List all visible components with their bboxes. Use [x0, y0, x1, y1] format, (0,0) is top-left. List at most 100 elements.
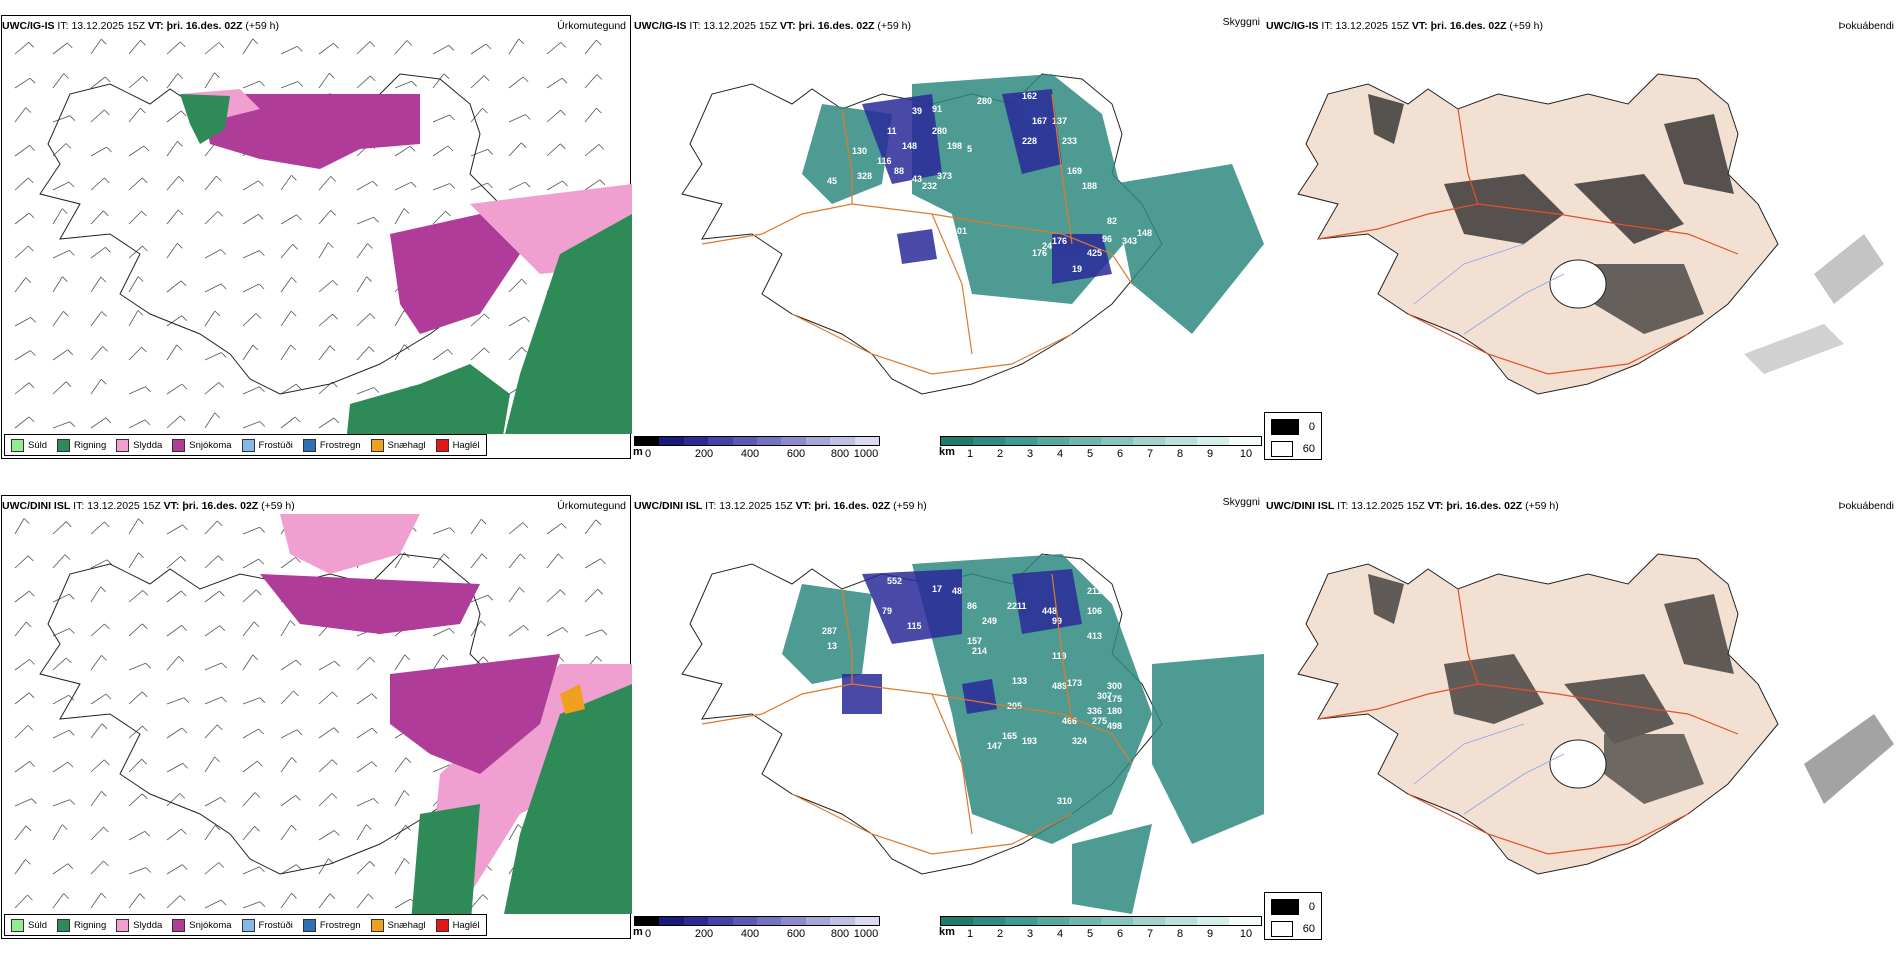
wind-barb [470, 553, 483, 569]
it-label: IT: [689, 20, 701, 32]
wind-barb [280, 557, 296, 569]
wind-barb [166, 864, 183, 875]
ceiling-value: 489 [1052, 681, 1067, 691]
swatch [435, 918, 449, 932]
legend-item: Frostregn [302, 918, 361, 932]
wind-barb-flag [558, 656, 565, 662]
wind-barb [52, 73, 65, 89]
wind-barb [14, 317, 31, 327]
wind-barb [394, 552, 405, 569]
wind-barb-flag [292, 244, 298, 250]
ceiling-value: 275 [1092, 716, 1107, 726]
wind-barb [280, 81, 298, 89]
tick-label: 0 [644, 928, 652, 940]
wind-barb [508, 553, 521, 569]
wind-barb [128, 691, 143, 705]
legend-item: Frostúði [241, 918, 293, 932]
wind-barb [242, 558, 259, 569]
wind-barb-flag [104, 177, 110, 184]
legend-item: Snæhagl [370, 438, 426, 452]
wind-barb-flag [101, 311, 107, 317]
ceiling-value: 19 [1072, 264, 1082, 274]
wind-barb [90, 109, 105, 123]
wind-barb [90, 759, 105, 773]
wind-barb-flag [482, 656, 489, 663]
wind-barb [166, 41, 181, 55]
wind-barb [356, 861, 371, 875]
wind-barb [14, 177, 29, 191]
wind-barb [394, 145, 411, 157]
wind-barb-flag [25, 107, 32, 113]
ceiling-value: 43 [912, 174, 922, 184]
wind-barb [204, 412, 216, 429]
ceiling-value: 307 [1097, 691, 1112, 701]
wind-barb-flag [561, 77, 568, 84]
wind-barb [14, 621, 27, 637]
wind-barb-flag [373, 798, 379, 804]
legend-item: Rigning [57, 918, 107, 932]
wind-barb-flag [63, 311, 69, 317]
wind-barb-flag [333, 727, 340, 733]
wind-barb-flag [25, 859, 31, 865]
wind-barb [584, 588, 598, 603]
wind-barb [14, 212, 30, 225]
wind-barb [356, 387, 374, 395]
wind-barb [318, 345, 331, 361]
wind-barb [470, 182, 488, 191]
wind-barb-flag [218, 862, 225, 868]
wind-barb-flag [217, 724, 223, 731]
wind-barb-flag [255, 313, 262, 319]
wind-barb [52, 421, 71, 429]
wind-barb-flag [373, 217, 379, 223]
wind-barb [280, 416, 296, 429]
ceiling-value: 48 [952, 586, 962, 596]
wind-barb-flag [296, 864, 302, 870]
wind-barb [128, 623, 143, 637]
wind-barb [280, 214, 297, 225]
visibility-panel-top: UWC/IG-IS IT: 13.12.2025 15Z VT: þri. 16… [632, 14, 1264, 479]
ceiling-value: 413 [1087, 631, 1102, 641]
ceiling-value: 300 [1107, 681, 1122, 691]
wind-barb-flag [62, 276, 68, 282]
wind-barb [356, 798, 374, 807]
ceiling-value: 82 [1107, 216, 1117, 226]
wind-barb-flag [140, 39, 146, 46]
ceiling-values: 39 91 280 11 280 148 198 5 162 167 137 228 233 130 116… [807, 91, 1152, 324]
wind-barb [470, 894, 484, 909]
wind-barb-flag [449, 527, 456, 533]
wind-barb-flag [293, 690, 299, 697]
wind-barb-flag [443, 553, 450, 560]
swatch [57, 918, 71, 932]
tick-label: 5 [1086, 928, 1094, 940]
wind-barb [128, 177, 143, 191]
fog-legend-bottom: 0 60 [1264, 892, 1322, 940]
wind-barb [52, 729, 70, 739]
wind-barb [508, 522, 524, 535]
legend-label: Rigning [74, 919, 107, 931]
ceiling-value: 105 [902, 216, 917, 226]
model-name: UWC/DINI ISL [634, 500, 703, 512]
wind-barb-flag [28, 245, 34, 252]
visibility-map: 500 552 17 48 86 2211 448 106 211 99 79 115 249 413 28… [681, 546, 1264, 914]
wind-barb-flag [217, 520, 223, 527]
legend-label: 60 [1302, 923, 1315, 935]
wind-barb [280, 620, 291, 637]
legend-item: Slydda [116, 918, 162, 932]
wind-barb-flag [69, 421, 76, 427]
wind-barb-flag [597, 588, 603, 595]
wind-barb [242, 792, 256, 807]
wind-barb [90, 346, 104, 361]
ceiling-value: 280 [932, 126, 947, 136]
colorbar-unit: km [939, 446, 955, 458]
wind-barb-flag [214, 824, 221, 831]
wind-barb [14, 798, 32, 807]
ceiling-value: 200 [807, 201, 822, 211]
tick-label: 9 [1206, 448, 1214, 460]
wind-barb [508, 181, 526, 191]
panel-title: Þokuábendi [1838, 20, 1894, 32]
wind-barb-flag [259, 866, 265, 873]
ceiling-value: 96 [1102, 234, 1112, 244]
ceiling-value: 448 [1042, 606, 1057, 616]
wind-barb-flag [105, 693, 112, 700]
wind-barb [318, 660, 335, 671]
